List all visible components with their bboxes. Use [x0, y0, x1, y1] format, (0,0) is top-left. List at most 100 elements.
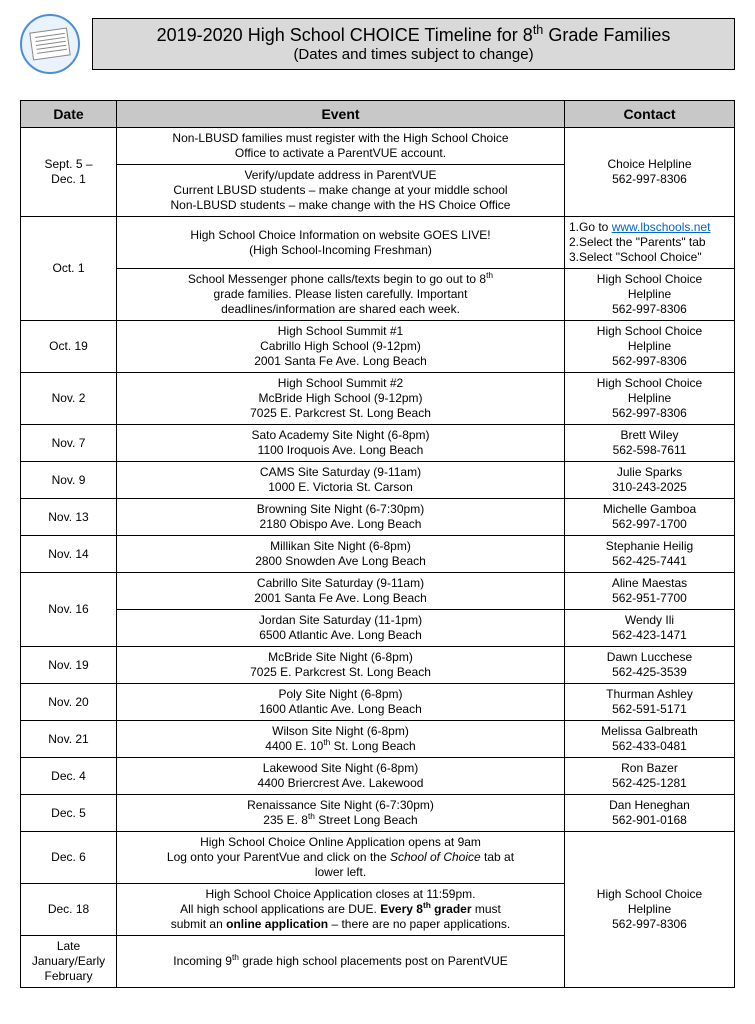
contact-text: Julie Sparks [617, 465, 682, 479]
event-text: High School Choice Online Application op… [200, 835, 481, 849]
table-row: School Messenger phone calls/texts begin… [21, 269, 735, 321]
event-text: 2180 Obispo Ave. Long Beach [260, 517, 422, 531]
date-text: Late [57, 939, 80, 953]
event-cell: High School Choice Application closes at… [117, 884, 565, 936]
event-text: High School Choice Application closes at… [206, 887, 476, 901]
contact-text: Helpline [628, 287, 671, 301]
date-cell: Nov. 14 [21, 536, 117, 573]
event-text: Non-LBUSD students – make change with th… [171, 198, 511, 212]
event-text: grade high school placements post on Par… [239, 954, 508, 968]
event-cell: High School Summit #1 Cabrillo High Scho… [117, 321, 565, 373]
contact-text: Helpline [628, 339, 671, 353]
event-text: 2800 Snowden Ave Long Beach [255, 554, 426, 568]
district-logo [20, 14, 80, 74]
contact-cell: High School Choice Helpline 562-997-8306 [565, 832, 735, 988]
event-cell: Incoming 9th grade high school placement… [117, 936, 565, 988]
contact-text: 562-425-1281 [612, 776, 687, 790]
schools-link[interactable]: www.lbschools.net [612, 220, 711, 234]
event-text-bold: grader [431, 902, 472, 916]
event-cell: High School Choice Information on websit… [117, 217, 565, 269]
contact-text: 562-997-8306 [612, 172, 687, 186]
date-cell: Oct. 19 [21, 321, 117, 373]
contact-text: 1.Go to [569, 220, 612, 234]
date-cell: Dec. 6 [21, 832, 117, 884]
title-sup: th [533, 23, 544, 37]
table-row: Jordan Site Saturday (11-1pm)6500 Atlant… [21, 610, 735, 647]
event-text: 235 E. 8 [263, 813, 308, 827]
event-text: 1000 E. Victoria St. Carson [268, 480, 413, 494]
event-text: 1600 Atlantic Ave. Long Beach [259, 702, 422, 716]
date-text: Sept. 5 – [44, 157, 92, 171]
contact-text: 562-951-7700 [612, 591, 687, 605]
table-row: Nov. 21 Wilson Site Night (6-8pm) 4400 E… [21, 721, 735, 758]
col-date: Date [21, 101, 117, 128]
event-text: High School Summit #2 [278, 376, 403, 390]
event-text: Sato Academy Site Night (6-8pm) [251, 428, 429, 442]
contact-text: 2.Select the "Parents" tab [569, 235, 706, 249]
event-cell: Millikan Site Night (6-8pm)2800 Snowden … [117, 536, 565, 573]
contact-cell: Michelle Gamboa562-997-1700 [565, 499, 735, 536]
contact-text: 562-425-7441 [612, 554, 687, 568]
event-text: 7025 E. Parkcrest St. Long Beach [250, 665, 431, 679]
event-text: lower left. [315, 865, 366, 879]
date-cell: Nov. 13 [21, 499, 117, 536]
contact-cell: Dawn Lucchese562-425-3539 [565, 647, 735, 684]
date-cell: Nov. 9 [21, 462, 117, 499]
event-cell: Poly Site Night (6-8pm)1600 Atlantic Ave… [117, 684, 565, 721]
table-row: Nov. 14 Millikan Site Night (6-8pm)2800 … [21, 536, 735, 573]
contact-text: Dan Heneghan [609, 798, 690, 812]
table-row: Nov. 13 Browning Site Night (6-7:30pm)21… [21, 499, 735, 536]
contact-text: 310-243-2025 [612, 480, 687, 494]
contact-text: Stephanie Heilig [606, 539, 693, 553]
event-text: Incoming 9 [173, 954, 232, 968]
event-text: grade families. Please listen carefully.… [214, 287, 468, 301]
event-text: Verify/update address in ParentVUE [244, 168, 436, 182]
contact-text: 562-433-0481 [612, 739, 687, 753]
contact-text: 562-901-0168 [612, 813, 687, 827]
event-sup: th [486, 270, 493, 280]
event-cell: Sato Academy Site Night (6-8pm)1100 Iroq… [117, 425, 565, 462]
contact-cell: Julie Sparks310-243-2025 [565, 462, 735, 499]
event-text: Log onto your ParentVue and click on the [167, 850, 390, 864]
date-cell: Nov. 21 [21, 721, 117, 758]
event-text: deadlines/information are shared each we… [221, 302, 460, 316]
contact-text: Choice Helpline [607, 157, 691, 171]
event-text: Lakewood Site Night (6-8pm) [263, 761, 418, 775]
contact-text: 3.Select "School Choice" [569, 250, 702, 264]
event-text: (High School-Incoming Freshman) [249, 243, 432, 257]
table-row: Nov. 20 Poly Site Night (6-8pm)1600 Atla… [21, 684, 735, 721]
event-sup: th [232, 952, 239, 962]
contact-cell: Melissa Galbreath562-433-0481 [565, 721, 735, 758]
event-text: 2001 Santa Fe Ave. Long Beach [254, 591, 427, 605]
contact-cell: Ron Bazer562-425-1281 [565, 758, 735, 795]
contact-text: 562-997-8306 [612, 302, 687, 316]
event-text-italic: School of Choice [390, 850, 481, 864]
contact-cell: Thurman Ashley562-591-5171 [565, 684, 735, 721]
event-text: Jordan Site Saturday (11-1pm) [259, 613, 422, 627]
date-cell: Oct. 1 [21, 217, 117, 321]
contact-text: 562-997-8306 [612, 354, 687, 368]
event-cell: Browning Site Night (6-7:30pm)2180 Obisp… [117, 499, 565, 536]
event-cell: Cabrillo Site Saturday (9-11am)2001 Sant… [117, 573, 565, 610]
contact-cell: High School Choice Helpline 562-997-8306 [565, 373, 735, 425]
event-text: Poly Site Night (6-8pm) [278, 687, 402, 701]
col-contact: Contact [565, 101, 735, 128]
event-text: High School Choice Information on websit… [190, 228, 490, 242]
date-cell: Nov. 7 [21, 425, 117, 462]
event-sup: th [308, 811, 315, 821]
event-sup: th [423, 900, 431, 910]
contact-cell: Stephanie Heilig562-425-7441 [565, 536, 735, 573]
event-cell: Wilson Site Night (6-8pm) 4400 E. 10th S… [117, 721, 565, 758]
table-row: Dec. 5 Renaissance Site Night (6-7:30pm)… [21, 795, 735, 832]
title-text-post: Grade Families [543, 25, 670, 45]
table-row: Oct. 1 High School Choice Information on… [21, 217, 735, 269]
contact-cell: Choice Helpline 562-997-8306 [565, 128, 735, 217]
event-cell: Renaissance Site Night (6-7:30pm) 235 E.… [117, 795, 565, 832]
contact-text: 562-425-3539 [612, 665, 687, 679]
contact-text: 562-591-5171 [612, 702, 687, 716]
title-box: 2019-2020 High School CHOICE Timeline fo… [92, 18, 735, 70]
event-cell: Lakewood Site Night (6-8pm)4400 Briercre… [117, 758, 565, 795]
event-text: McBride High School (9-12pm) [258, 391, 422, 405]
date-text: January/Early [32, 954, 105, 968]
event-text: 4400 Briercrest Ave. Lakewood [258, 776, 424, 790]
